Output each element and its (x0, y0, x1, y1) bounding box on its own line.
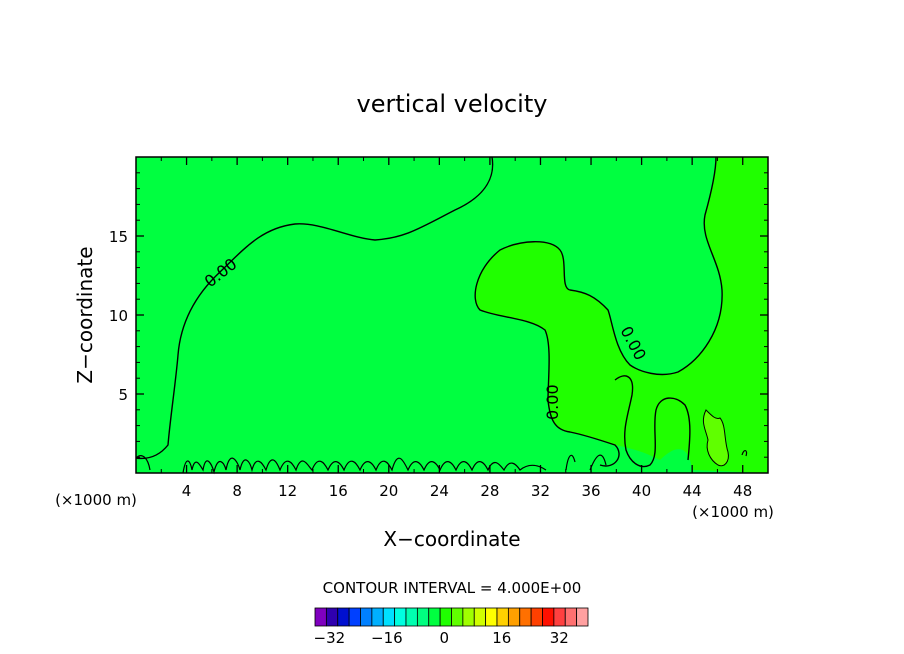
contour-line-surface-noise (182, 457, 547, 475)
colorbar-swatch (337, 607, 350, 627)
x-tick-label: 16 (329, 482, 348, 500)
colorbar-swatch (405, 607, 418, 627)
contour-interval-text: CONTOUR INTERVAL = 4.000E+00 (323, 579, 582, 597)
colorbar-swatch (462, 607, 475, 627)
y-axis: 5 10 15 (109, 172, 768, 458)
colorbar-swatch (564, 607, 578, 627)
colorbar-tick-label: −16 (371, 629, 403, 647)
colorbar-swatch (428, 607, 441, 627)
contour-line-zero-west (135, 156, 494, 460)
x-tick-label: 4 (182, 482, 192, 500)
contour-fill-strong-positive (703, 410, 729, 466)
colorbar-swatch (507, 607, 521, 627)
x-tick-label: 28 (480, 482, 499, 500)
y-tick-label: 10 (109, 307, 128, 325)
colorbar-swatch (314, 607, 327, 627)
colorbar-swatch (325, 607, 339, 627)
x-tick-label: 20 (379, 482, 398, 500)
colorbar-swatch (371, 607, 384, 627)
x-tick-label: 12 (278, 482, 297, 500)
plot-area (136, 157, 768, 473)
colorbar-swatch (496, 607, 509, 627)
colorbar-swatch (348, 607, 361, 627)
contour-line-zero-east (474, 156, 723, 467)
colorbar-tick-label: −32 (314, 629, 346, 647)
colorbar-swatch (360, 607, 373, 627)
colorbar-swatch (394, 607, 407, 627)
colorbar-tick-label: 16 (492, 629, 511, 647)
colorbar-swatch (382, 607, 396, 627)
colorbar-swatch (439, 607, 452, 627)
contour-line-zero-south (614, 375, 691, 468)
colorbar (314, 607, 589, 627)
x-unit-left: (×1000 m) (55, 491, 137, 509)
colorbar-tick-label: 0 (440, 629, 450, 647)
colorbar-tick-labels: −32 −16 0 16 32 (314, 629, 569, 647)
x-tick-label: 24 (430, 482, 449, 500)
contour-line-strong (702, 409, 729, 467)
x-unit-right: (×1000 m) (692, 503, 774, 521)
x-axis: 4 8 12 16 20 24 28 32 36 40 44 48 (160, 157, 752, 500)
colorbar-swatch (451, 607, 464, 627)
colorbar-swatch (542, 607, 555, 627)
y-axis-title: Z−coordinate (73, 246, 97, 383)
colorbar-swatch (553, 607, 566, 627)
chart-title: vertical velocity (357, 90, 548, 118)
x-tick-label: 48 (733, 482, 752, 500)
colorbar-tick-label: 32 (550, 629, 569, 647)
x-axis-title: X−coordinate (383, 527, 520, 551)
x-tick-label: 8 (232, 482, 242, 500)
x-tick-label: 32 (531, 482, 550, 500)
colorbar-swatch (485, 607, 498, 627)
x-tick-label: 44 (683, 482, 702, 500)
y-tick-label: 5 (118, 386, 128, 404)
colorbar-swatch (416, 607, 430, 627)
colorbar-swatch (530, 607, 543, 627)
colorbar-swatch (473, 607, 487, 627)
colorbar-swatch (519, 607, 532, 627)
contour-fill-positive-right (136, 157, 493, 459)
y-tick-label: 15 (109, 228, 128, 246)
x-tick-label: 36 (581, 482, 600, 500)
x-tick-label: 40 (632, 482, 651, 500)
contour-label-3: 0.00 (543, 384, 562, 420)
colorbar-swatch (576, 607, 589, 627)
